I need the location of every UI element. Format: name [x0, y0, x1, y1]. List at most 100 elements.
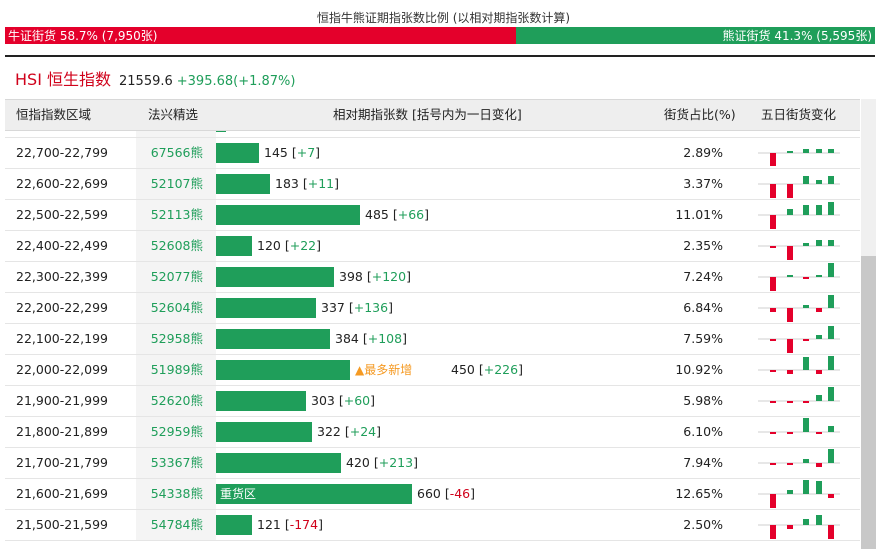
trend-bar: [803, 243, 809, 246]
contracts-bar: [216, 131, 226, 132]
contracts-cell: 398 [+120]: [216, 262, 676, 292]
daily-change: +24: [349, 424, 377, 439]
five-day-trend-chart: [758, 326, 840, 353]
trend-bar: [816, 515, 822, 525]
trend-bar: [803, 305, 809, 308]
five-day-trend-chart: [758, 480, 840, 508]
contracts-value: 398: [339, 269, 363, 284]
code-cell: 52604熊: [136, 293, 216, 323]
bull-bear-ratio-bar: 牛证街货 58.7% (7,950张) 熊证街货 41.3% (5,595张): [5, 27, 875, 44]
trend-bar: [828, 326, 834, 339]
trend-bar: [787, 525, 793, 529]
contracts-cell: 183 [+11]: [216, 169, 676, 199]
warrant-code-link[interactable]: 52604熊: [150, 300, 203, 315]
table-row: 22,100-22,199 52958熊 384 [+108] 7.59%: [5, 324, 860, 355]
trend-bar: [816, 240, 822, 246]
warrant-code-link[interactable]: 54338熊: [150, 486, 203, 501]
trend-bar: [803, 149, 809, 153]
trend-bar: [816, 481, 822, 494]
range-cell: 21,600-21,699: [16, 486, 108, 501]
warrant-code-link[interactable]: 52608熊: [150, 238, 203, 253]
trend-bar: [816, 395, 822, 401]
contracts-label: 337 [+136]: [321, 300, 393, 315]
five-day-trend-chart: [758, 418, 840, 434]
table-row: 21,500-21,599 54784熊 121 [-174] 2.50%: [5, 510, 860, 541]
index-name: HSI 恒生指数: [15, 70, 111, 89]
trend-bar: [787, 370, 793, 374]
contracts-value: 337: [321, 300, 345, 315]
share-pct: 2.50%: [683, 517, 723, 532]
trend-bar: [828, 449, 834, 463]
table-row: 21,600-21,699 54338熊 重货区 660 [-46] 12.65%: [5, 479, 860, 510]
contracts-cell: 145 [+7]: [216, 138, 676, 168]
share-pct: 12.65%: [675, 486, 723, 501]
index-change: +395.68(+1.87%): [176, 74, 296, 89]
warrant-code-link[interactable]: 52107熊: [150, 176, 203, 191]
contracts-cell: 120 [+22]: [216, 231, 676, 261]
trend-bar: [770, 525, 776, 539]
contracts-label: 145 [+7]: [264, 145, 321, 160]
warrant-code-link[interactable]: 52113熊: [150, 207, 203, 222]
daily-change: +226: [483, 362, 519, 377]
warrant-code-link[interactable]: 67566熊: [150, 145, 203, 160]
table-body[interactable]: 22,700-22,799 67566熊 145 [+7] 2.89% 22,600-2…: [5, 131, 860, 549]
daily-change: +136: [353, 300, 389, 315]
share-pct: 5.98%: [683, 393, 723, 408]
five-day-trend-chart: [758, 263, 840, 291]
code-cell: 53367熊: [136, 448, 216, 478]
header-trend: 五日街货变化: [761, 107, 837, 122]
contracts-label: 121 [-174]: [257, 517, 323, 532]
warrant-code-link[interactable]: 52959熊: [150, 424, 203, 439]
warrant-code-link[interactable]: 53367熊: [150, 455, 203, 470]
trend-bar: [770, 432, 776, 434]
warrant-code-link[interactable]: 52077熊: [150, 269, 203, 284]
warrant-code-link[interactable]: 52620熊: [150, 393, 203, 408]
trend-bar: [803, 459, 809, 463]
scrollbar-thumb[interactable]: [861, 256, 876, 549]
range-cell: 21,700-21,799: [16, 455, 108, 470]
trend-bar: [803, 418, 809, 432]
contracts-bar: [216, 515, 252, 535]
share-pct: 6.84%: [683, 300, 723, 315]
trend-bar: [816, 205, 822, 215]
warrant-code-link[interactable]: 51989熊: [150, 362, 203, 377]
trend-bar: [770, 308, 776, 312]
warrant-code-link[interactable]: 52958熊: [150, 331, 203, 346]
trend-bar: [787, 151, 793, 153]
share-pct: 2.89%: [683, 145, 723, 160]
trend-bar: [803, 401, 809, 403]
trend-bar: [803, 277, 809, 279]
trend-bar: [787, 308, 793, 322]
warrant-table: 恒指指数区域 法兴精选 相对期指张数 [括号内为一日变化] 街货占比(%) 五日…: [5, 99, 860, 549]
code-cell: 52959熊: [136, 417, 216, 447]
header-contracts: 相对期指张数 [括号内为一日变化]: [333, 107, 522, 122]
table-row: 21,700-21,799 53367熊 420 [+213] 7.94%: [5, 448, 860, 479]
daily-change: +108: [367, 331, 403, 346]
contracts-value: 121: [257, 517, 281, 532]
trend-bar: [828, 176, 834, 184]
code-cell: 52608熊: [136, 231, 216, 261]
trend-bar: [816, 432, 822, 434]
trend-bar: [816, 335, 822, 339]
table-row: [5, 131, 860, 138]
contracts-label: 398 [+120]: [339, 269, 411, 284]
trend-bar: [803, 480, 809, 494]
range-cell: 21,900-21,999: [16, 393, 108, 408]
trend-bar: [803, 176, 809, 184]
contracts-value: 450: [451, 362, 475, 377]
trend-bar: [770, 153, 776, 166]
share-pct: 10.92%: [675, 362, 723, 377]
contracts-cell: 303 [+60]: [216, 386, 676, 416]
range-cell: 22,400-22,499: [16, 238, 108, 253]
trend-bar: [803, 205, 809, 215]
heavy-zone-label: 重货区: [220, 487, 257, 501]
contracts-bar: [216, 236, 252, 256]
five-day-trend-chart: [758, 295, 840, 322]
range-cell: 22,100-22,199: [16, 331, 108, 346]
five-day-trend-chart: [758, 202, 840, 229]
warrant-code-link[interactable]: 54784熊: [150, 517, 203, 532]
trend-bar: [803, 339, 809, 341]
trend-bar: [828, 494, 834, 498]
trend-bar: [787, 463, 793, 465]
trend-bar: [828, 263, 834, 277]
